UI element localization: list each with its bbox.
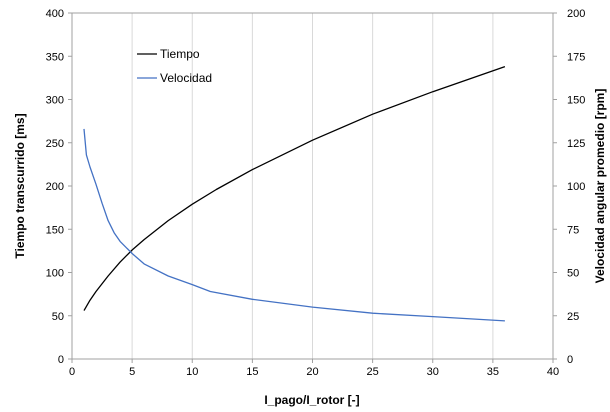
y-right-tick-label: 25 [567, 311, 579, 323]
y-left-tick-label: 0 [58, 354, 64, 366]
y-left-tick-label: 400 [46, 8, 64, 20]
y-left-tick-label: 350 [46, 51, 64, 63]
y-left-tick-label: 100 [46, 268, 64, 280]
y-right-tick-label: 175 [567, 51, 585, 63]
tick-labels: 0 5 10 15 20 25 30 35 40050100150200250300350400… [46, 8, 586, 378]
x-tick-label: 30 [427, 366, 439, 378]
x-tick-label: 5 [129, 366, 135, 378]
x-tick-label: 40 [547, 366, 559, 378]
legend-label-velocidad: Velocidad [160, 71, 212, 85]
y-left-tick-label: 150 [46, 224, 64, 236]
y-right-tick-label: 75 [567, 224, 579, 236]
y-right-tick-label: 200 [567, 8, 585, 20]
series-line-velocidad [83, 128, 505, 322]
y-right-tick-label: 100 [567, 181, 585, 193]
y-left-tick-label: 250 [46, 138, 64, 150]
x-tick-label: 10 [186, 366, 198, 378]
x-axis-title: I_pago/I_rotor [-] [264, 393, 359, 407]
x-tick-label: 0 [69, 366, 75, 378]
x-tick-label: 15 [246, 366, 258, 378]
x-tick-label: 25 [367, 366, 379, 378]
y-left-tick-label: 300 [46, 95, 64, 107]
x-tick-label: 20 [306, 366, 318, 378]
y-left-tick-label: 200 [46, 181, 64, 193]
y-right-tick-label: 0 [567, 354, 573, 366]
legend-label-tiempo: Tiempo [160, 47, 200, 61]
y-left-tick-label: 50 [52, 311, 64, 323]
x-tick-label: 35 [487, 366, 499, 378]
y-right-tick-label: 50 [567, 268, 579, 280]
y-axis-left-title: Tiempo transcurrido [ms] [13, 113, 27, 258]
y-axis-right-title: Velocidad angular promedio [rpm] [593, 89, 607, 284]
y-right-tick-label: 125 [567, 138, 585, 150]
legend: Tiempo Velocidad [137, 47, 212, 85]
series-line-tiempo [83, 65, 506, 311]
y-right-tick-label: 150 [567, 95, 585, 107]
series-group [83, 65, 506, 322]
